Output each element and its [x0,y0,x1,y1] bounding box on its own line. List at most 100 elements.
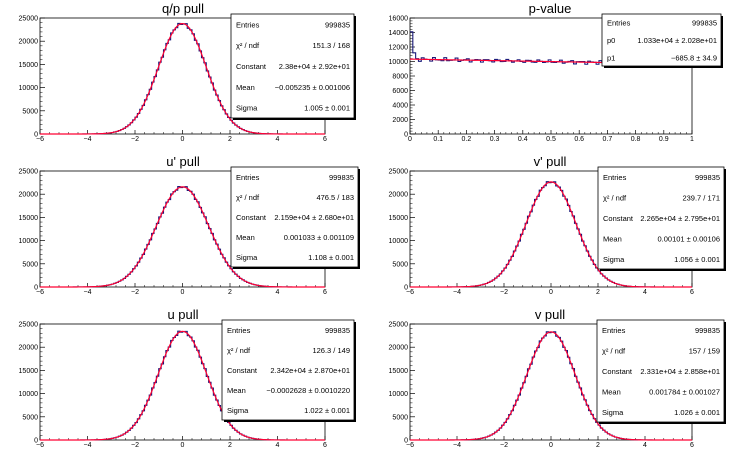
fit-curve [40,22,325,135]
y-tick-label: 5000 [392,414,408,421]
y-tick-label: 5000 [22,108,38,115]
stat-value: 999835 [325,20,350,29]
x-tick-label: −6 [406,442,414,449]
stat-label: Mean [602,387,621,396]
fit-curve [40,186,325,288]
y-tick-label: 25000 [389,322,409,329]
x-tick-label: 2 [228,442,232,449]
y-tick-label: 20000 [19,39,39,46]
plot-2: u' pull −6 −4 −2 0 2 4 6 0 5000 10000 15000 20000 250… [19,154,360,296]
fit-curve [410,331,692,441]
stat-label: Sigma [603,255,625,264]
x-tick-label: 0.2 [462,136,472,143]
y-tick-label: 5000 [22,261,38,268]
y-tick-label: 10000 [19,238,39,245]
y-tick-label: 16000 [389,16,409,23]
y-tick-label: 25000 [19,169,39,176]
x-tick-label: 6 [690,442,694,449]
x-tick-label: −4 [453,289,461,296]
y-tick-label: 0 [34,132,38,139]
x-tick-label: 6 [323,289,327,296]
plot-3: v' pull −6 −4 −2 0 2 4 6 0 5000 10000 15000 20000 250… [389,154,726,296]
plot-title: v pull [535,307,565,322]
stat-label: Constant [603,214,634,223]
stat-value: 1.108 ± 0.001 [308,253,354,262]
stat-value: 157 / 159 [689,347,720,356]
x-tick-label: 0.9 [659,136,669,143]
x-tick-label: 4 [643,289,647,296]
x-tick-label: 0 [181,136,185,143]
stat-value: 0.00101 ± 0.00106 [657,234,720,243]
stat-value: 1.022 ± 0.001 [304,406,350,415]
plot-title: u pull [167,307,198,322]
x-tick-label: 0 [181,289,185,296]
stat-label: Entries [236,173,260,182]
x-tick-label: 4 [276,442,280,449]
stat-label: χ² / ndf [602,347,626,356]
y-tick-label: 12000 [389,45,409,52]
stat-label: χ² / ndf [603,194,627,203]
y-tick-label: 10000 [389,391,409,398]
stat-value: 1.026 ± 0.001 [674,408,720,417]
x-tick-label: 0.7 [603,136,613,143]
x-tick-label: 6 [323,442,327,449]
stat-value: 0.001784 ± 0.001027 [649,387,720,396]
x-tick-label: 2 [596,289,600,296]
stats-box [597,166,725,270]
y-tick-label: 4000 [392,103,408,110]
y-tick-label: 0 [404,438,408,445]
y-tick-label: 20000 [389,192,409,199]
stat-value: −0.0002628 ± 0.0010220 [266,386,350,395]
x-tick-label: 0 [549,442,553,449]
stat-value: 1.056 ± 0.001 [674,255,720,264]
y-tick-label: 10000 [19,85,39,92]
y-tick-label: 8000 [392,74,408,81]
stat-label: Sigma [602,408,624,417]
stat-value: 999835 [329,173,354,182]
stat-value: 126.3 / 149 [312,346,350,355]
stat-label: Entries [236,20,260,29]
stat-label: Sigma [236,253,258,262]
x-tick-label: −2 [500,289,508,296]
stat-value: 2.265e+04 ± 2.795e+01 [640,214,720,223]
stats-box [596,319,725,423]
stat-label: p1 [607,53,615,62]
y-tick-label: 15000 [19,215,39,222]
stat-label: χ² / ndf [236,41,260,50]
stats-box [230,13,355,119]
stat-value: 2.331e+04 ± 2.858e+01 [640,367,720,376]
y-tick-label: 6000 [392,88,408,95]
plot-5: v pull −6 −4 −2 0 2 4 6 0 5000 10000 15000 20000 2500… [389,307,726,449]
stat-label: Mean [236,83,255,92]
x-tick-label: −2 [131,136,139,143]
y-tick-label: 10000 [389,59,409,66]
y-tick-label: 14000 [389,30,409,37]
y-tick-label: 0 [34,285,38,292]
stat-value: 2.342e+04 ± 2.870e+01 [270,366,350,375]
stat-value: −0.005235 ± 0.001006 [275,83,350,92]
plot-title: p-value [529,1,572,16]
x-tick-label: 2 [228,289,232,296]
stat-label: Constant [236,213,267,222]
y-tick-label: 25000 [389,169,409,176]
x-tick-label: −6 [36,289,44,296]
x-tick-label: 0.4 [518,136,528,143]
y-tick-label: 15000 [389,215,409,222]
stat-label: p0 [607,36,615,45]
stat-label: Mean [236,233,255,242]
x-tick-label: 0.1 [433,136,443,143]
stat-value: 0.001033 ± 0.001109 [284,233,354,242]
x-tick-label: 0 [549,289,553,296]
stat-label: Constant [236,62,267,71]
stat-value: 476.5 / 183 [316,193,354,202]
x-tick-label: −4 [84,442,92,449]
stat-value: 1.005 ± 0.001 [304,104,350,113]
plot-title: u' pull [166,154,200,169]
y-tick-label: 0 [404,132,408,139]
y-tick-label: 20000 [19,192,39,199]
stat-label: Constant [602,367,633,376]
plot-title: v' pull [534,154,567,169]
y-tick-label: 5000 [392,261,408,268]
stats-box [221,319,355,421]
